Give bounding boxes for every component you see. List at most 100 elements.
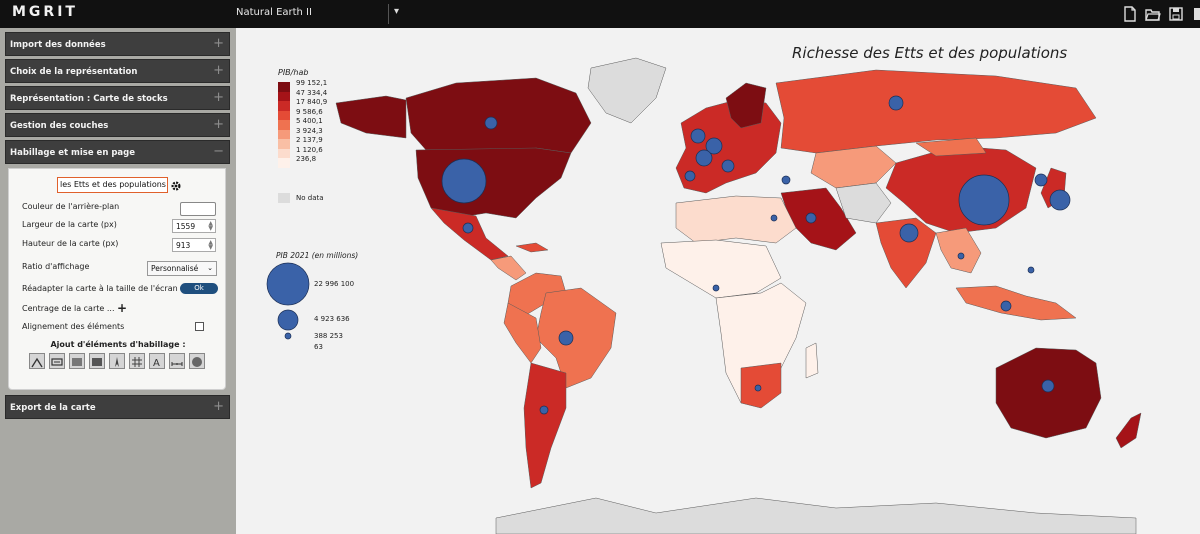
legend-swatch (278, 101, 290, 111)
map-title-input[interactable]: les Etts et des populations (57, 177, 168, 193)
legend-break-label: 47 334,4 (296, 88, 328, 97)
align-checkbox[interactable] (195, 322, 204, 331)
legend-break-label: 3 924,3 (296, 126, 323, 135)
symbol-nigeria (712, 284, 720, 292)
ratio-select[interactable]: Personnalisé ⌄ (147, 261, 217, 276)
symbol-australia (1041, 379, 1055, 393)
symbol-saudi (805, 212, 817, 224)
symbol-mexico (462, 222, 474, 234)
expand-icon[interactable]: + (213, 117, 224, 132)
region-central-asia (810, 145, 897, 189)
symbol-legend-value: 22 996 100 (314, 280, 355, 288)
nodata-swatch (278, 193, 290, 203)
gear-icon[interactable] (170, 177, 182, 191)
fit-screen-label: Réadapter la carte à la taille de l'écra… (22, 284, 178, 293)
section-representation-choice[interactable]: Choix de la représentation + (5, 59, 230, 83)
bg-color-picker[interactable] (180, 202, 216, 216)
open-folder-icon[interactable] (1145, 6, 1161, 22)
section-layer-management[interactable]: Gestion des couches + (5, 113, 230, 137)
symbol-south-africa (754, 384, 762, 392)
country-argentina (523, 362, 567, 489)
symbol-brazil (558, 330, 574, 346)
collapse-icon[interactable]: − (213, 144, 224, 159)
symbol-legend-value: 388 253 (314, 332, 343, 340)
center-map-label: Centrage de la carte ... (22, 304, 115, 313)
country-indonesia (955, 285, 1077, 321)
expand-icon[interactable]: + (213, 36, 224, 51)
symbol-spain (684, 170, 696, 182)
country-central-america (490, 255, 527, 281)
world-map[interactable] (236, 28, 1200, 534)
image-icon[interactable] (69, 353, 85, 369)
svg-text:A: A (153, 358, 160, 369)
legend-break-label: 99 152,1 (296, 79, 328, 87)
fit-screen-ok-button[interactable]: Ok (180, 283, 218, 294)
text-box-icon[interactable] (49, 353, 65, 369)
symbol-legend-value: 63 (314, 343, 323, 351)
project-name: Natural Earth II (236, 7, 312, 18)
sidebar: Import des données + Choix de la représen… (0, 28, 236, 534)
country-south-africa (740, 362, 782, 409)
graticule-icon[interactable] (129, 353, 145, 369)
symbol-uk (690, 128, 706, 144)
scale-bar-icon[interactable] (169, 353, 185, 369)
legend-break-label: 9 586,6 (296, 107, 323, 116)
add-elements-label: Ajout d'éléments d'habillage : (50, 340, 186, 349)
map-canvas[interactable]: Richesse des Etts et des populations PIB… (236, 28, 1200, 534)
map-width-input[interactable]: 1559 ▲ ▼ (172, 219, 216, 233)
width-label: Largeur de la carte (px) (22, 220, 117, 229)
map-height-input[interactable]: 913 ▲ ▼ (172, 238, 216, 252)
symbol-legend-circles[interactable] (266, 260, 326, 350)
legend-swatch (278, 82, 290, 92)
region-scandinavia (725, 82, 767, 129)
legend-swatch (278, 139, 290, 149)
align-label: Alignement des éléments (22, 322, 125, 331)
symbol-legend-title[interactable]: PIB 2021 (en millions) (276, 251, 359, 260)
stepper-icon[interactable]: ▲ ▼ (208, 239, 213, 251)
plus-icon[interactable]: + (117, 301, 128, 315)
expand-icon[interactable]: + (213, 90, 224, 105)
country-brazil (535, 287, 617, 389)
project-dropdown-button[interactable]: ▾ (394, 6, 400, 17)
new-file-icon[interactable] (1122, 6, 1138, 22)
legend-circle-large (266, 262, 310, 306)
country-australia (995, 347, 1102, 439)
country-new-zealand (1115, 412, 1142, 449)
expand-icon[interactable]: + (213, 63, 224, 78)
expand-icon[interactable]: + (213, 399, 224, 414)
legend-swatch (278, 158, 290, 168)
app-logo: MGRIT (12, 4, 78, 20)
legend-break-label: 2 137,9 (296, 136, 323, 144)
chevron-down-icon: ⌄ (207, 264, 213, 272)
rectangle-icon[interactable] (89, 353, 105, 369)
symbol-korea (1034, 173, 1048, 187)
country-greenland (587, 57, 667, 124)
region-southeast-asia (935, 227, 982, 274)
symbol-philippines (1027, 266, 1035, 274)
region-iran (835, 182, 892, 224)
sphere-icon[interactable] (189, 353, 205, 369)
symbol-germany (705, 137, 723, 155)
section-export-map[interactable]: Export de la carte + (5, 395, 230, 419)
north-arrow-icon[interactable] (109, 353, 125, 369)
more-icon[interactable] (1190, 6, 1200, 22)
section-import-data[interactable]: Import des données + (5, 32, 230, 56)
section-stock-map[interactable]: Représentation : Carte de stocks + (5, 86, 230, 110)
country-india (875, 217, 937, 289)
symbol-indonesia (1000, 300, 1012, 312)
section-layout[interactable]: Habillage et mise en page − (5, 140, 230, 164)
symbol-usa (441, 158, 487, 204)
legend-swatch (278, 129, 290, 139)
symbol-russia (888, 95, 904, 111)
nodata-label: No data (296, 194, 324, 202)
choropleth-legend-title[interactable]: PIB/hab (278, 68, 309, 77)
stepper-icon[interactable]: ▲ ▼ (208, 220, 213, 232)
legend-break-label: 1 120,6 (296, 145, 323, 154)
save-icon[interactable] (1168, 6, 1184, 22)
arrow-icon[interactable] (29, 353, 45, 369)
continent-antarctica (495, 497, 1137, 534)
bg-color-label: Couleur de l'arrière-plan (22, 202, 120, 211)
text-icon[interactable]: A (149, 353, 165, 369)
map-title[interactable]: Richesse des Etts et des populations (792, 44, 1068, 62)
